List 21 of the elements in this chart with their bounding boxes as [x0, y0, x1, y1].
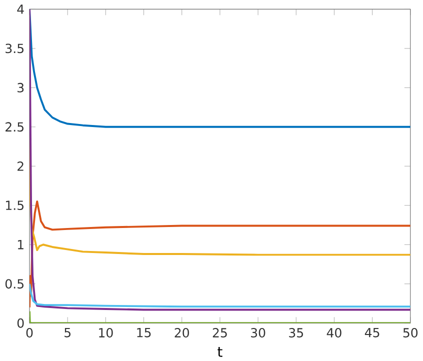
y-tick-label: 2: [18, 161, 24, 171]
y-tick-label: 3.5: [6, 43, 24, 53]
x-tick-label: 35: [289, 328, 303, 338]
x-tick-label: 5: [64, 328, 70, 338]
x-tick-label: 50: [403, 328, 418, 338]
y-tick-label: 3: [18, 82, 24, 92]
x-tick-label: 20: [174, 328, 189, 338]
x-tick-label: 45: [364, 328, 380, 338]
x-tick-label: 30: [251, 328, 266, 338]
x-tick-label: 15: [137, 328, 151, 338]
x-tick-label: 0: [26, 328, 33, 338]
x-tick-label: 10: [99, 328, 113, 338]
x-tick-label: 40: [326, 328, 342, 338]
y-tick-label: 0.5: [5, 278, 24, 288]
x-tick-label: 25: [212, 328, 227, 338]
y-tick-label: 1: [18, 240, 24, 249]
y-tick-label: 4: [17, 4, 24, 14]
y-tick-label: 0: [17, 318, 24, 328]
y-tick-label: 1.5: [6, 200, 24, 210]
x-axis-title: t: [218, 346, 222, 357]
y-tick-label: 2.5: [6, 122, 24, 132]
